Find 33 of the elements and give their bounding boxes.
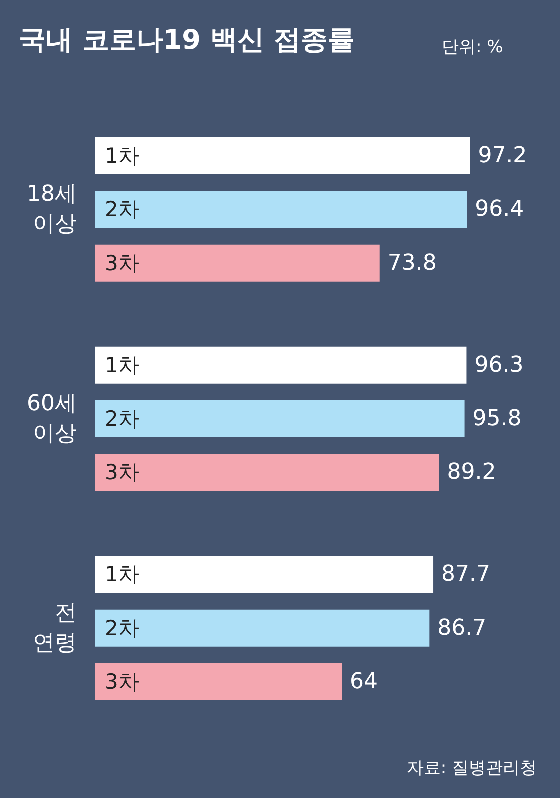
bar [95, 346, 467, 384]
series-label: 2차 [105, 198, 140, 222]
bar [95, 454, 440, 492]
text: 2차 [105, 616, 140, 640]
data-label: 73.8 [388, 250, 437, 276]
bar [95, 610, 430, 647]
data-label: 95.8 [472, 406, 522, 432]
text: 1차 [105, 562, 140, 587]
data-label: 89.2 [447, 460, 496, 486]
bar [95, 138, 470, 175]
data-label: 97.2 [478, 144, 528, 169]
data-label: 87.7 [442, 562, 491, 588]
y-tick-label: 18세 이상 [27, 182, 77, 238]
text: 2차 [105, 407, 140, 431]
bar [95, 191, 468, 228]
bar [95, 400, 465, 438]
bar [95, 663, 342, 700]
text: 자료: 질병관리청 [406, 758, 538, 778]
data-label: 64 [350, 669, 378, 694]
text: 3차 [105, 460, 140, 485]
series-label: 1차 [105, 144, 140, 168]
text: 3차 [105, 670, 140, 694]
y-tick-label: 60세 이상 [27, 392, 77, 446]
text: 1차 [105, 353, 140, 378]
y-tick-label: 전 연령 [33, 600, 77, 656]
bar [95, 244, 380, 282]
data-label: 96.4 [475, 197, 524, 222]
bar [95, 556, 434, 594]
chart-subtitle: 단위: % [442, 38, 504, 58]
data-label: 96.3 [474, 352, 524, 378]
chart-title: 국내 코로나19 백신 접종률 [19, 25, 355, 56]
series-label: 3차 [105, 251, 140, 276]
data-label: 86.7 [438, 616, 487, 641]
